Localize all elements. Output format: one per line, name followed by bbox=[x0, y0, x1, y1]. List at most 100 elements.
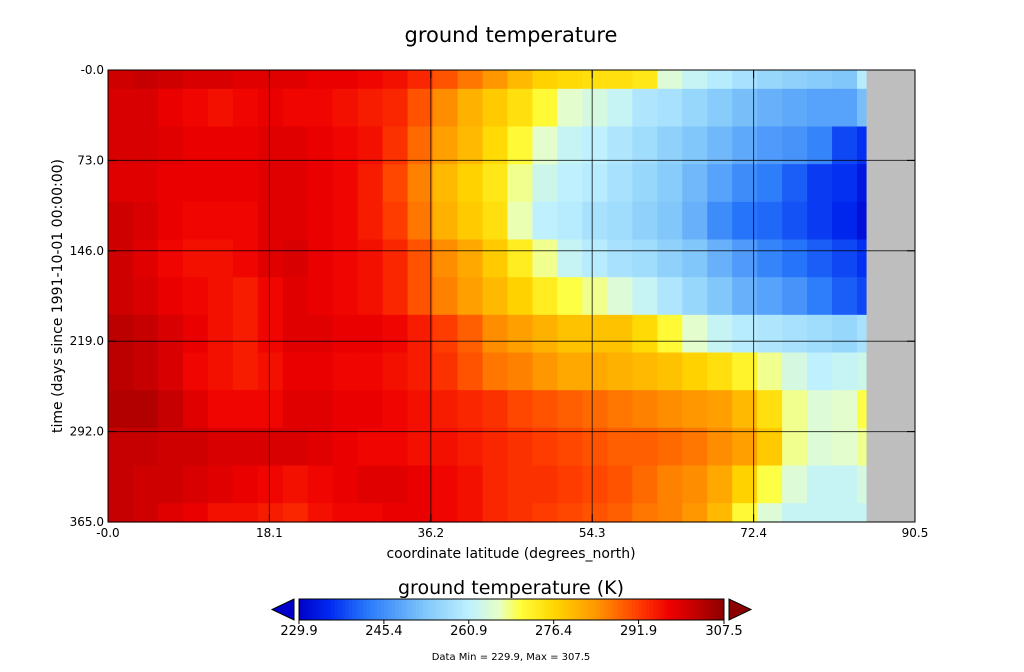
heatmap-cell bbox=[482, 390, 509, 429]
heatmap-cell bbox=[257, 352, 284, 391]
colorbar-swatch bbox=[426, 599, 431, 620]
heatmap-cell bbox=[782, 352, 808, 391]
colorbar-tick-label: 260.9 bbox=[450, 624, 487, 639]
colorbar-swatch bbox=[415, 599, 420, 620]
colorbar-tick-label: 307.5 bbox=[705, 624, 742, 639]
heatmap-cell bbox=[707, 164, 733, 203]
colorbar-title: ground temperature (K) bbox=[398, 577, 624, 599]
colorbar-swatch bbox=[525, 599, 530, 620]
heatmap-cell bbox=[182, 239, 209, 278]
heatmap-cell bbox=[532, 427, 559, 467]
heatmap-cell bbox=[207, 465, 234, 504]
heatmap-cell bbox=[157, 126, 184, 165]
heatmap-cell bbox=[307, 164, 334, 203]
colorbar-swatch bbox=[667, 599, 672, 620]
heatmap-cell bbox=[307, 88, 334, 128]
heatmap-cell bbox=[257, 390, 284, 429]
heatmap-cell bbox=[132, 88, 159, 128]
x-axis-label: coordinate latitude (degrees_north) bbox=[386, 546, 635, 562]
heatmap-cell bbox=[807, 503, 833, 523]
colorbar-swatch bbox=[688, 599, 693, 620]
heatmap-cell bbox=[857, 314, 867, 354]
heatmap-cell bbox=[582, 390, 608, 429]
heatmap-cell bbox=[457, 126, 484, 165]
heatmap-cell bbox=[132, 164, 159, 203]
heatmap-cell bbox=[282, 239, 309, 278]
colorbar-swatch bbox=[674, 599, 679, 620]
heatmap-cell bbox=[257, 70, 284, 90]
heatmap-cell bbox=[407, 314, 434, 354]
heatmap-cell bbox=[257, 314, 284, 354]
heatmap-cell bbox=[482, 239, 509, 278]
heatmap-cell bbox=[657, 164, 683, 203]
heatmap-cell bbox=[557, 277, 583, 316]
heatmap-cell bbox=[607, 201, 633, 241]
heatmap-cell bbox=[632, 314, 658, 354]
heatmap-cell bbox=[532, 465, 559, 504]
heatmap-cell bbox=[482, 314, 509, 354]
heatmap-cell bbox=[132, 70, 159, 90]
heatmap-cell bbox=[132, 465, 159, 504]
heatmap-cell bbox=[108, 465, 134, 504]
heatmap-cell bbox=[707, 503, 733, 523]
colorbar-swatch bbox=[564, 599, 569, 620]
heatmap-cell bbox=[557, 70, 583, 90]
heatmap-cell bbox=[582, 427, 608, 467]
heatmap-cell bbox=[357, 427, 384, 467]
heatmap-cell bbox=[432, 503, 459, 523]
heatmap-cell bbox=[757, 88, 783, 128]
heatmap-cell bbox=[207, 503, 234, 523]
heatmap-cell bbox=[432, 427, 459, 467]
heatmap-cell bbox=[532, 352, 559, 391]
colorbar-swatch bbox=[706, 599, 711, 620]
colorbar-swatch bbox=[561, 599, 566, 620]
heatmap-cell bbox=[382, 352, 409, 391]
heatmap-cell bbox=[807, 314, 833, 354]
heatmap-cell bbox=[157, 390, 184, 429]
chart-title: ground temperature bbox=[405, 23, 618, 47]
heatmap-cell bbox=[757, 126, 783, 165]
heatmap-cell bbox=[257, 126, 284, 165]
heatmap-cell bbox=[432, 70, 459, 90]
heatmap-cell bbox=[232, 201, 259, 241]
heatmap-cell bbox=[382, 88, 409, 128]
y-tick-label: 219.0 bbox=[70, 334, 104, 348]
heatmap-cell bbox=[207, 352, 234, 391]
heatmap-cell bbox=[807, 88, 833, 128]
colorbar-swatch bbox=[546, 599, 551, 620]
colorbar-swatch bbox=[614, 599, 619, 620]
heatmap-cell bbox=[507, 126, 534, 165]
colorbar-swatch bbox=[571, 599, 576, 620]
heatmap-cell bbox=[532, 390, 559, 429]
heatmap-cell bbox=[682, 465, 708, 504]
heatmap-cell bbox=[182, 390, 209, 429]
heatmap-cell bbox=[407, 352, 434, 391]
colorbar-swatch bbox=[490, 599, 495, 620]
heatmap-cell bbox=[582, 503, 608, 523]
colorbar-tick-label: 229.9 bbox=[280, 624, 317, 639]
colorbar-swatch bbox=[575, 599, 580, 620]
colorbar-swatch bbox=[628, 599, 633, 620]
heatmap-cell bbox=[657, 70, 683, 90]
heatmap-cell bbox=[257, 465, 284, 504]
heatmap-cell bbox=[108, 164, 134, 203]
colorbar-swatch bbox=[387, 599, 392, 620]
heatmap-cell bbox=[108, 126, 134, 165]
heatmap-cell bbox=[232, 352, 259, 391]
heatmap-cell bbox=[657, 503, 683, 523]
heatmap-cell bbox=[807, 239, 833, 278]
heatmap-cell bbox=[582, 314, 608, 354]
heatmap-cell bbox=[707, 390, 733, 429]
heatmap-cell bbox=[807, 352, 833, 391]
colorbar-swatch bbox=[500, 599, 505, 620]
heatmap-cell bbox=[407, 503, 434, 523]
heatmap-cell bbox=[332, 164, 359, 203]
colorbar-swatch bbox=[600, 599, 605, 620]
heatmap-cell bbox=[457, 352, 484, 391]
heatmap-cell bbox=[507, 427, 534, 467]
colorbar-swatch bbox=[589, 599, 594, 620]
heatmap-cell bbox=[507, 503, 534, 523]
heatmap-cell bbox=[632, 277, 658, 316]
heatmap-cell bbox=[108, 239, 134, 278]
colorbar-swatch bbox=[352, 599, 357, 620]
